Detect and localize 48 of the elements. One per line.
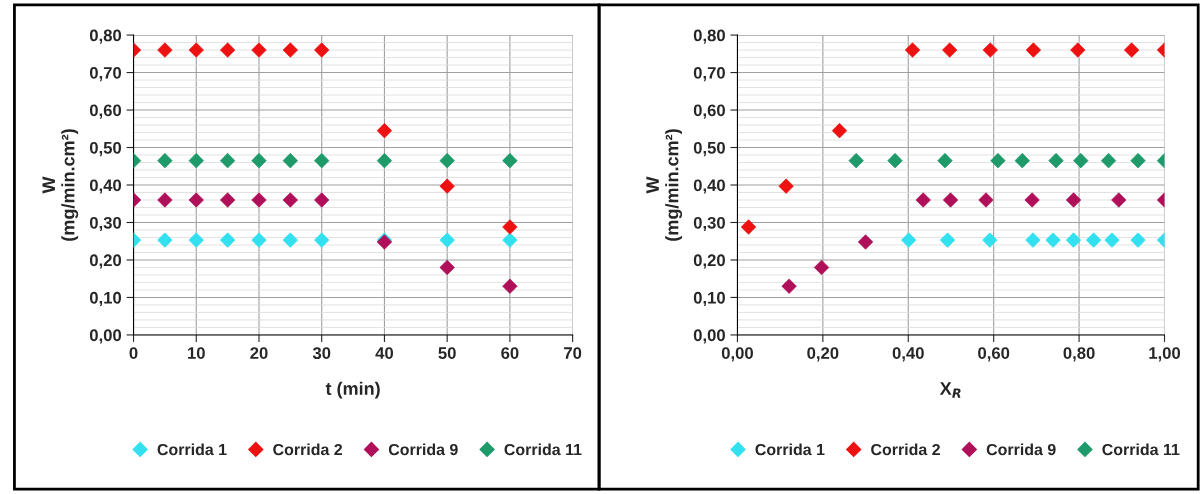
y-tick-label: 0,20 [89,254,122,269]
point [157,232,173,248]
point [282,153,298,169]
x-tick-label: 20 [250,347,268,359]
legend-label: Corrida 11 [504,443,582,456]
y-tick-label: 0,50 [89,141,122,157]
y-tick-label: 0,40 [89,179,122,194]
x-tick-label: 0,40 [892,347,924,362]
x-tick-label: 60 [501,347,519,359]
x-tick-label: 1,00 [1149,347,1181,362]
x-tick-label: 0 [129,347,138,359]
y-tick-label: 0,10 [89,291,122,307]
y-tick-label: 0,60 [89,104,122,119]
legend-label: Corrida 1 [157,443,227,456]
y-tick-label: 0,80 [89,29,122,44]
legend-label: Corrida 9 [986,443,1056,456]
x-tick-label: 30 [312,347,331,359]
x-tick-label: 0,20 [807,347,839,362]
x-tick-label: 70 [564,347,582,359]
x-tick-label: 0,60 [978,347,1010,362]
y-tick-label: 0,20 [693,254,725,269]
x-tick-label: 10 [188,347,205,359]
y-tick-label: 0,60 [693,104,725,119]
y-tick-label: 0,30 [693,216,725,232]
y-tick-label: 0,70 [693,66,725,82]
y-tick-label: 0,40 [693,179,725,194]
y-tick-label: 0,00 [693,329,725,344]
legend-label: Corrida 9 [388,443,458,456]
point [978,192,994,208]
y-tick-label: 0,80 [693,29,725,44]
legend-label: Corrida 2 [871,443,940,456]
x-tick-label: 40 [375,347,394,359]
y-tick-label: 0,00 [89,329,122,344]
x-tick-label: 0,00 [721,347,753,362]
legend-label: Corrida 1 [755,443,825,456]
y-axis-title: W (mg/min.cm²) [42,129,79,241]
x-axis-title: t (min) [325,381,380,399]
x-tick-label: 50 [438,347,456,359]
x-tick-label: 0,80 [1063,347,1095,362]
y-tick-label: 0,50 [693,141,725,157]
point [439,232,455,248]
legend-label: Corrida 2 [273,443,343,456]
y-axis-title: W (mg/min.cm²) [646,129,683,241]
y-tick-label: 0,30 [89,216,122,232]
y-tick-label: 0,10 [693,291,725,307]
y-tick-label: 0,70 [89,66,122,82]
x-axis-title: X$_{R}$ [939,382,961,398]
legend-label: Corrida 11 [1102,443,1180,456]
